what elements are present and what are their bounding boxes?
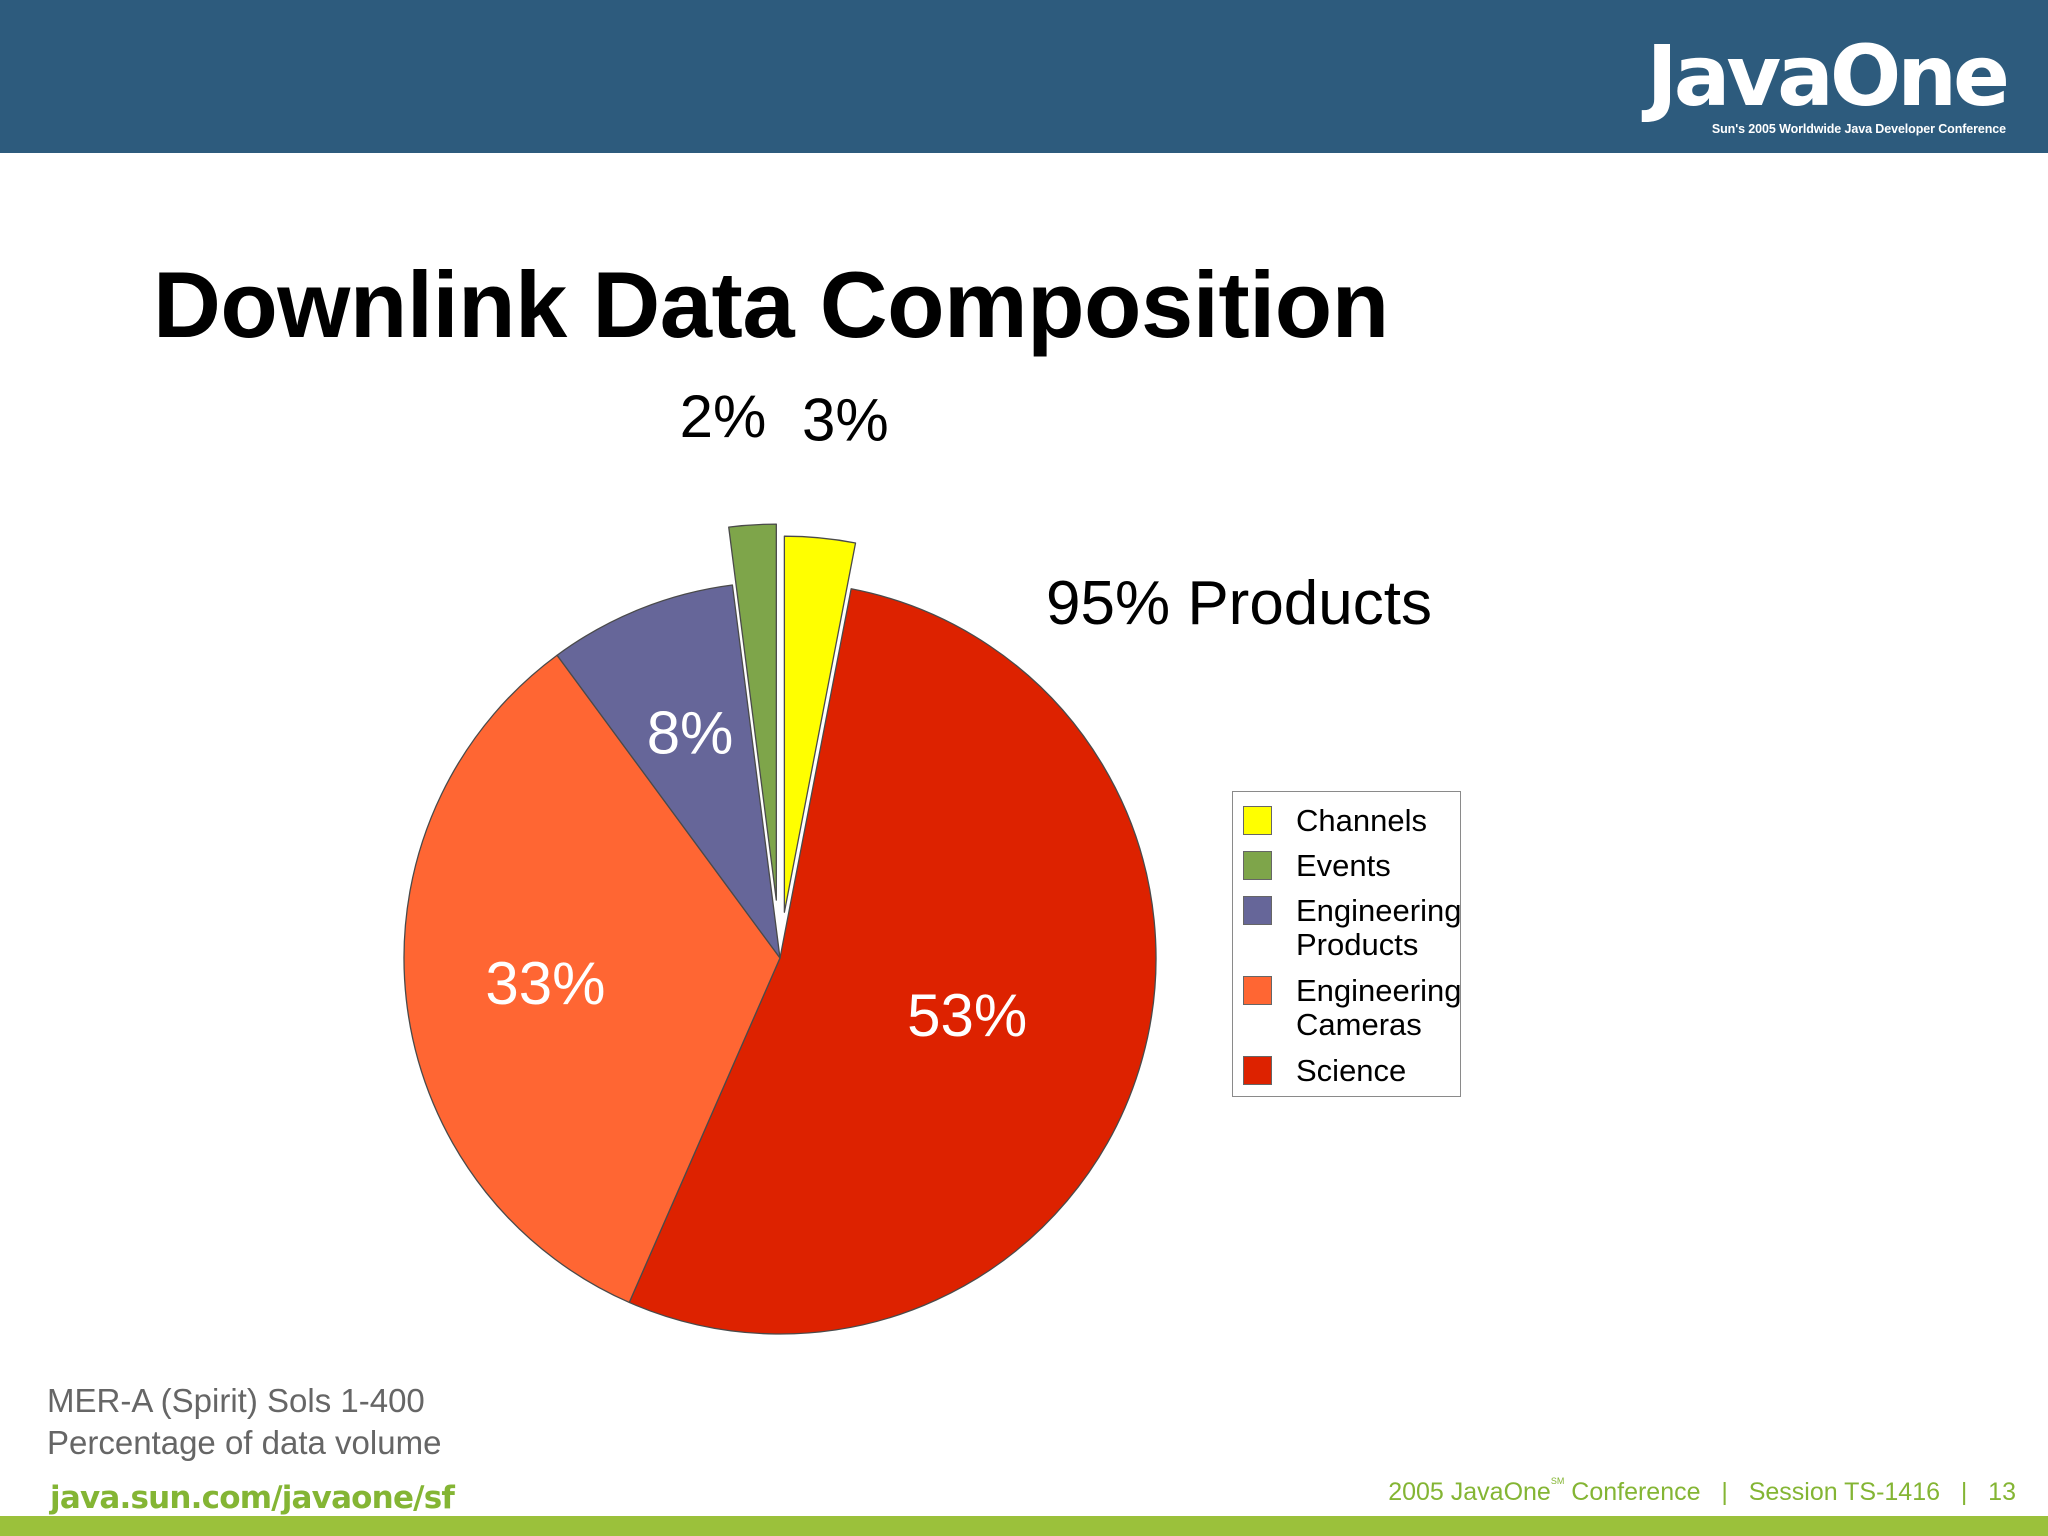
footer-url[interactable]: java.sun.com/javaone/sf	[50, 1480, 455, 1516]
pie-slice-channels	[783, 535, 857, 913]
footer-conference-prefix: 2005 JavaOne	[1388, 1478, 1551, 1506]
pie-label-events: 2%	[680, 383, 767, 450]
legend-label-science: Science	[1296, 1053, 1407, 1088]
legend-swatch-channels	[1243, 806, 1272, 835]
footer-service-mark: SM	[1550, 1476, 1565, 1486]
source-note-line1: MER-A (Spirit) Sols 1-400	[47, 1382, 425, 1419]
logo-wordmark: JavaOne	[1646, 27, 2010, 125]
chart-legend: Channels Events Engineering Products Eng…	[1232, 791, 1461, 1097]
pie-slice-science	[628, 588, 1157, 1335]
source-note-line2: Percentage of data volume	[47, 1424, 442, 1461]
header-bar: JavaOne Sun's 2005 Worldwide Java Develo…	[0, 0, 2048, 153]
legend-label-events: Events	[1296, 848, 1391, 883]
legend-swatch-engineering-cameras	[1243, 976, 1272, 1005]
footer-bar	[0, 1516, 2048, 1536]
pie-label-engineering-cameras: 33%	[485, 950, 605, 1017]
javaone-logo: JavaOne Sun's 2005 Worldwide Java Develo…	[1646, 27, 2010, 136]
pie-label-channels: 3%	[802, 386, 889, 453]
pie-label-engineering-products: 8%	[647, 699, 734, 766]
pie-slice-events	[728, 523, 777, 901]
products-annotation: 95% Products	[1046, 569, 1432, 638]
legend-label-engineering-cameras: Engineering Cameras	[1296, 973, 1462, 1042]
footer-session-text: Conference | Session TS-1416 | 13	[1564, 1478, 2016, 1506]
pie-slice-engineering-products	[556, 584, 781, 959]
legend-swatch-engineering-products	[1243, 896, 1272, 925]
legend-swatch-events	[1243, 851, 1272, 880]
logo-tagline: Sun's 2005 Worldwide Java Developer Conf…	[1711, 122, 2006, 136]
pie-slice-engineering-cameras	[403, 654, 781, 1304]
pie-label-science: 53%	[907, 982, 1027, 1049]
page-title: Downlink Data Composition	[153, 252, 1389, 357]
legend-label-channels: Channels	[1296, 803, 1427, 838]
legend-swatch-science	[1243, 1056, 1272, 1085]
footer-conference-info: 2005 JavaOneSM Conference | Session TS-1…	[1388, 1477, 2016, 1505]
legend-label-engineering-products: Engineering Products	[1296, 893, 1462, 962]
